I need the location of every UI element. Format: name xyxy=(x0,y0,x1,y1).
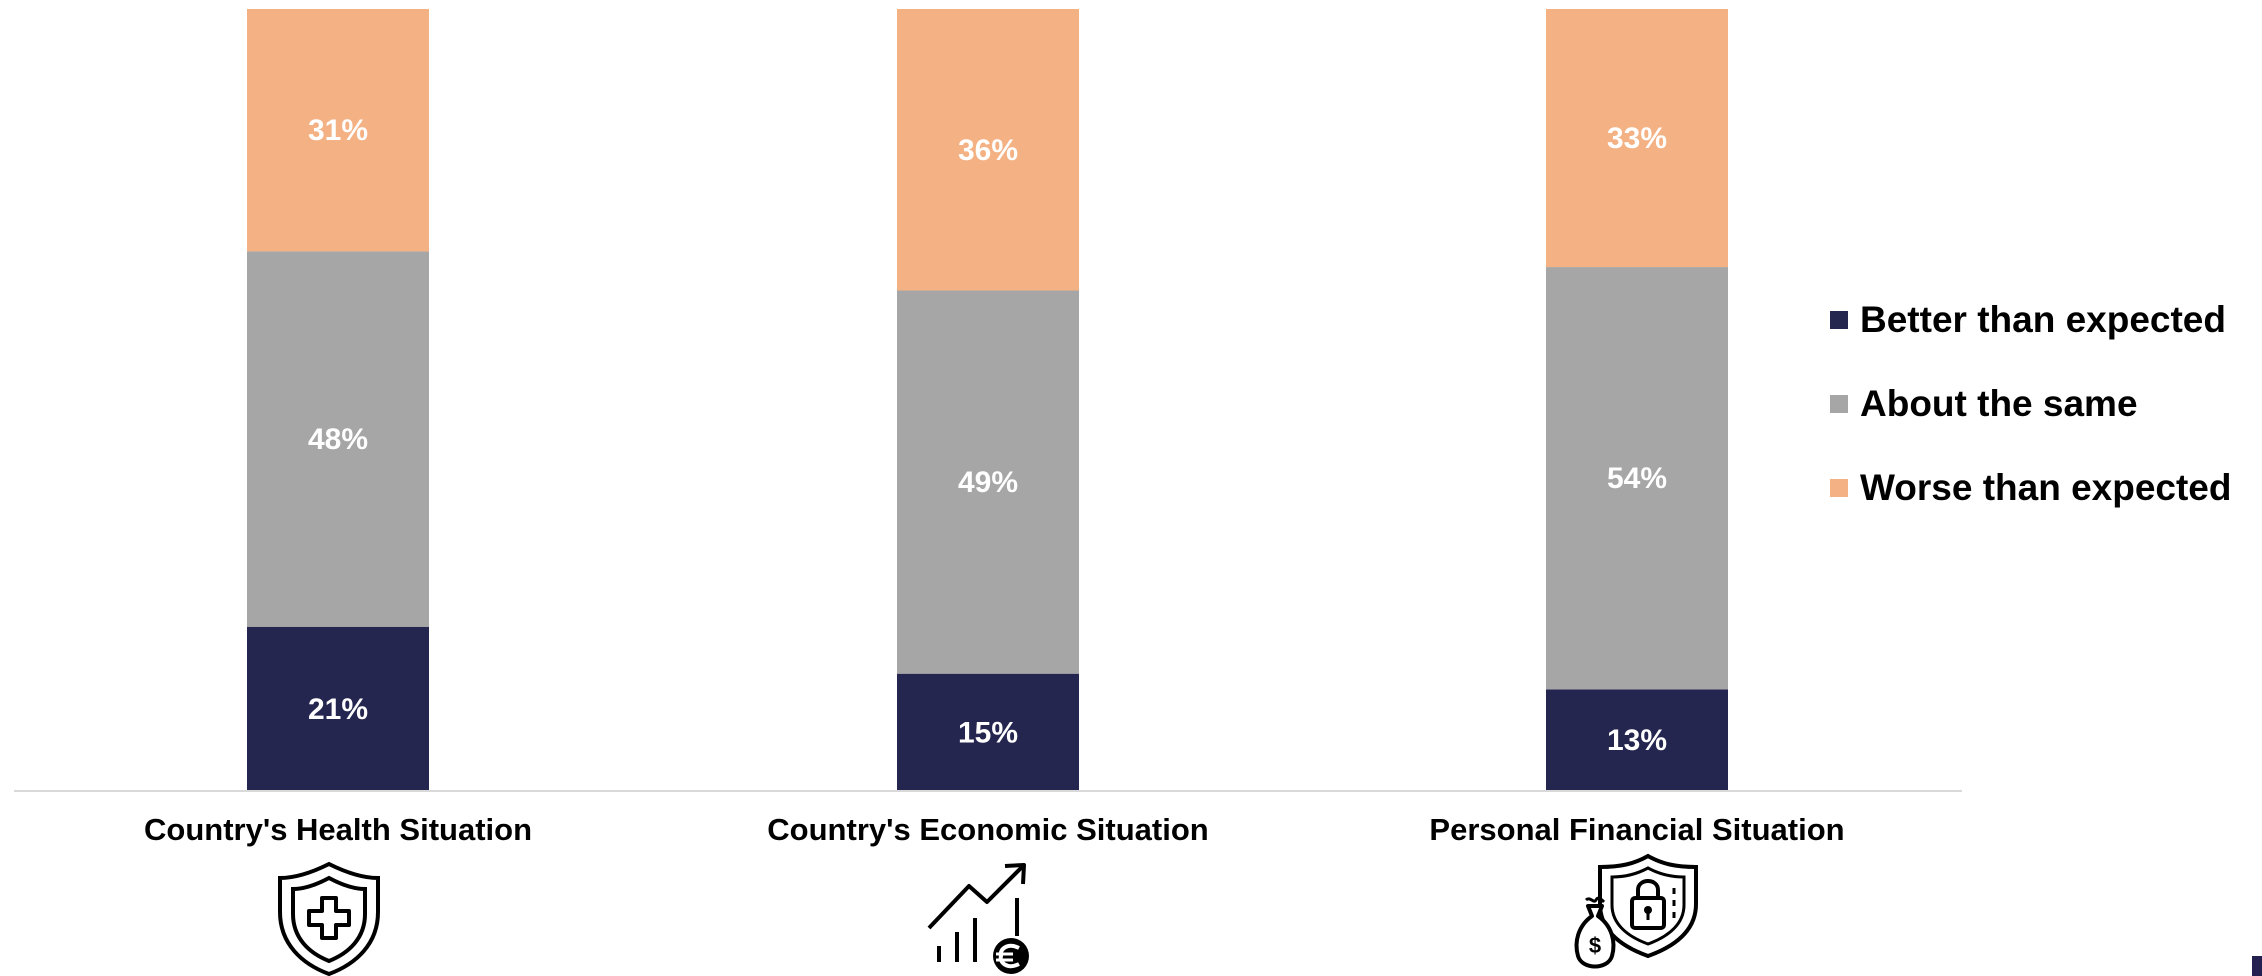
legend-label-same: About the same xyxy=(1860,383,2138,424)
corner-mark xyxy=(2252,956,2262,976)
legend-swatch-better xyxy=(1830,311,1848,329)
legend-label-better: Better than expected xyxy=(1860,299,2226,340)
data-label-better-0: 21% xyxy=(308,693,368,726)
bar-worse-1 xyxy=(897,9,1079,291)
category-label-2: Personal Financial Situation xyxy=(1429,812,1844,847)
bar-worse-0 xyxy=(247,9,429,252)
data-label-worse-0: 31% xyxy=(308,114,368,147)
bar-same-1 xyxy=(897,290,1079,674)
bar-better-0 xyxy=(247,626,429,791)
shield-medical-icon xyxy=(278,861,380,976)
data-label-better-2: 13% xyxy=(1607,724,1667,757)
legend: Better than expected About the same Wors… xyxy=(1830,278,2231,530)
data-label-worse-1: 36% xyxy=(958,134,1018,167)
legend-swatch-worse xyxy=(1830,479,1848,497)
data-label-better-1: 15% xyxy=(958,716,1018,749)
legend-item-worse: Worse than expected xyxy=(1830,446,2231,530)
legend-item-same: About the same xyxy=(1830,362,2231,446)
data-label-worse-2: 33% xyxy=(1607,122,1667,155)
bar-worse-2 xyxy=(1546,9,1728,268)
category-labels: Country's Health Situation Country's Eco… xyxy=(144,812,1845,847)
category-label-0: Country's Health Situation xyxy=(144,812,532,847)
data-label-same-0: 48% xyxy=(308,423,368,456)
svg-text:$: $ xyxy=(1589,933,1601,958)
legend-label-worse: Worse than expected xyxy=(1860,467,2232,508)
data-label-same-1: 49% xyxy=(958,466,1018,499)
money-bag-security-icon: $ xyxy=(1574,853,1698,969)
bar-same-0 xyxy=(247,251,429,627)
bar-better-2 xyxy=(1546,689,1728,791)
bars-group: 21% 48% 31% 15% 49% 36% 13% 54% 33% xyxy=(247,9,1728,791)
bar-better-1 xyxy=(897,673,1079,791)
data-label-same-2: 54% xyxy=(1607,462,1667,495)
legend-item-better: Better than expected xyxy=(1830,278,2231,362)
legend-swatch-same xyxy=(1830,395,1848,413)
growth-chart-euro-icon xyxy=(927,863,1029,974)
category-label-1: Country's Economic Situation xyxy=(767,812,1208,847)
bar-same-2 xyxy=(1546,267,1728,690)
